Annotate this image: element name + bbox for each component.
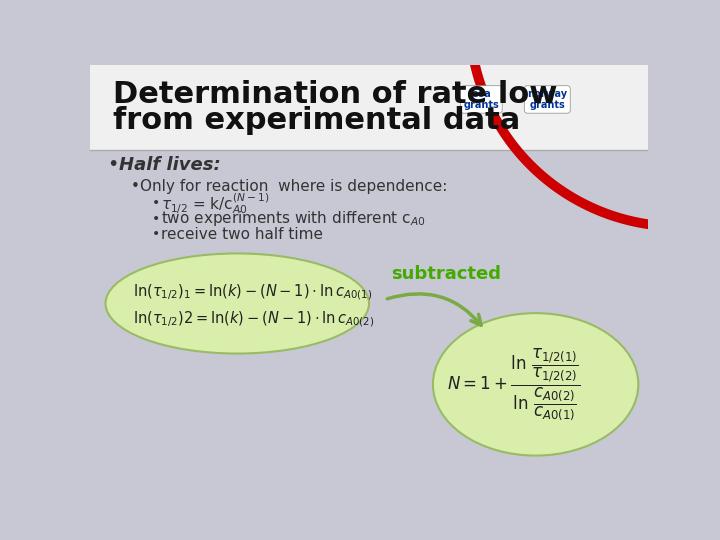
Text: eea
grants: eea grants [464,89,499,110]
Text: •: • [152,197,161,211]
Text: •: • [107,156,118,174]
FancyArrowPatch shape [387,294,481,325]
Bar [90,150,648,481]
Text: receive two half time: receive two half time [161,227,323,242]
Text: from experimental data: from experimental data [113,106,521,135]
Text: two experiments with different c$_{A0}$: two experiments with different c$_{A0}$ [161,210,426,228]
Text: •: • [152,227,161,241]
Text: subtracted: subtracted [392,265,502,284]
Ellipse shape [433,313,639,456]
Text: $\tau_{1/2}$ = k/c$_{A0}^{(N-1)}$: $\tau_{1/2}$ = k/c$_{A0}^{(N-1)}$ [161,191,270,216]
Bar [90,65,648,150]
Text: Determination of rate low: Determination of rate low [113,79,557,109]
Text: $N = 1 + \dfrac{\ln\,\dfrac{\tau_{1/2(1)}}{\tau_{1/2(2)}}}{\ln\,\dfrac{c_{A0(2)}: $N = 1 + \dfrac{\ln\,\dfrac{\tau_{1/2(1)… [447,346,581,423]
Text: Half lives:: Half lives: [120,156,221,174]
Text: Only for reaction  where is dependence:: Only for reaction where is dependence: [140,179,448,194]
Text: $\ln(\tau_{1/2})_1 = \ln(k) - (N-1) \cdot \ln c_{A0(1)}$: $\ln(\tau_{1/2})_1 = \ln(k) - (N-1) \cdo… [132,282,372,302]
Text: •: • [152,212,161,226]
Text: •: • [130,179,139,194]
Ellipse shape [106,253,369,354]
Text: norway
grants: norway grants [527,89,567,110]
Text: $\ln(\tau_{1/2})2 = \ln(k) - (N-1) \cdot \ln c_{A0(2)}$: $\ln(\tau_{1/2})2 = \ln(k) - (N-1) \cdot… [132,309,374,329]
